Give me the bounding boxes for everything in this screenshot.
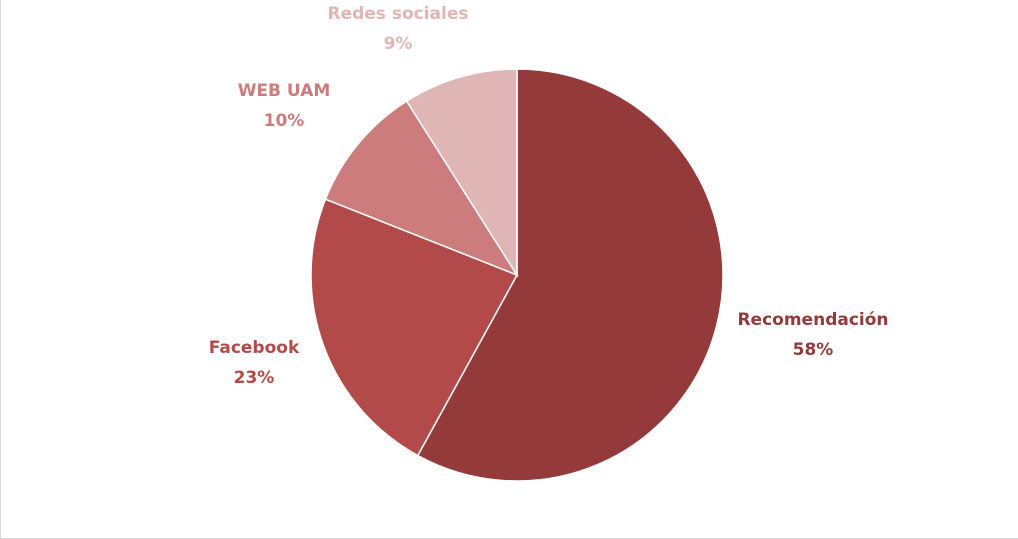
- slice-label-value: 10%: [264, 111, 305, 131]
- pie-slice-redes-sociales: [405, 68, 518, 278]
- slice-label-value: 9%: [384, 34, 413, 54]
- pie-slice-facebook: [310, 198, 519, 457]
- slice-label: WEB UAM 10%: [238, 81, 331, 131]
- pie-slice-web-uam: [324, 100, 519, 277]
- slice-label-value: 58%: [793, 340, 834, 360]
- pie-slice-recomendaci-n: [416, 68, 724, 482]
- slice-label-name: Redes sociales: [327, 4, 468, 24]
- slice-label: Facebook 23%: [209, 338, 300, 388]
- slice-label-name: WEB UAM: [238, 81, 331, 101]
- slice-label: Redes sociales 9%: [327, 4, 468, 54]
- pie-labels: Recomendación 58% Facebook 23% WEB UAM 10% Red…: [209, 4, 889, 388]
- pie-slices: [310, 68, 724, 482]
- slice-label-name: Facebook: [209, 338, 300, 358]
- slice-label-value: 23%: [234, 368, 275, 388]
- slice-label: Recomendación 58%: [737, 310, 888, 360]
- slice-label-name: Recomendación: [737, 310, 888, 330]
